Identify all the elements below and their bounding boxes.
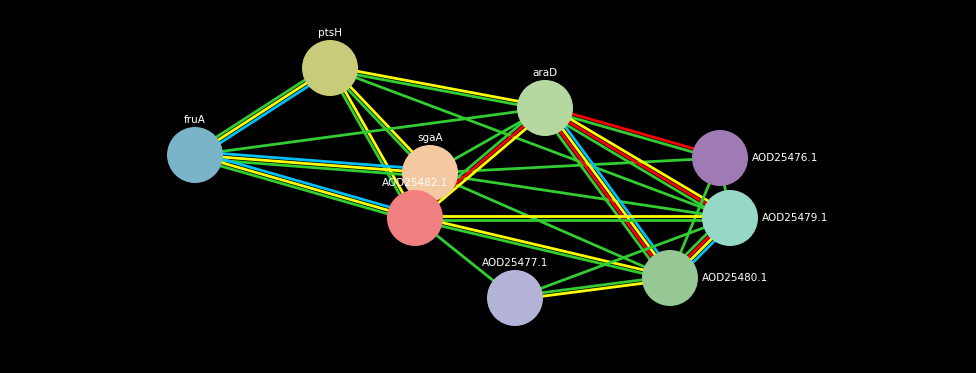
- Circle shape: [167, 127, 223, 183]
- Text: sgaA: sgaA: [417, 133, 443, 143]
- Circle shape: [692, 130, 748, 186]
- Text: ptsH: ptsH: [318, 28, 342, 38]
- Circle shape: [642, 250, 698, 306]
- Text: AOD25480.1: AOD25480.1: [702, 273, 768, 283]
- Circle shape: [402, 145, 458, 201]
- Text: fruA: fruA: [184, 115, 206, 125]
- Text: araD: araD: [533, 68, 557, 78]
- Text: AOD25477.1: AOD25477.1: [482, 258, 549, 268]
- Text: AOD25476.1: AOD25476.1: [752, 153, 818, 163]
- Circle shape: [517, 80, 573, 136]
- Circle shape: [487, 270, 543, 326]
- Text: AOD25479.1: AOD25479.1: [762, 213, 829, 223]
- Circle shape: [302, 40, 358, 96]
- Circle shape: [387, 190, 443, 246]
- Circle shape: [702, 190, 758, 246]
- Text: AOD25482.1: AOD25482.1: [382, 178, 448, 188]
